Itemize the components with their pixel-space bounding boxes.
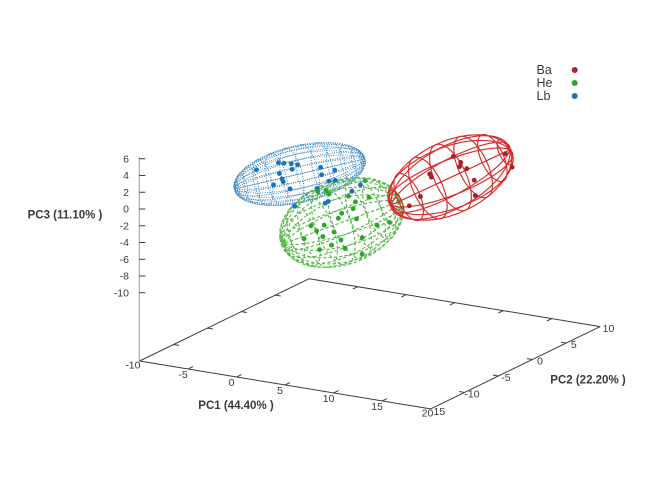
svg-text:5: 5 <box>277 385 283 397</box>
svg-text:20: 20 <box>422 408 434 420</box>
svg-text:-4: -4 <box>120 237 129 249</box>
svg-text:He: He <box>537 76 553 90</box>
svg-text:Lb: Lb <box>537 89 551 103</box>
svg-text:6: 6 <box>123 153 129 165</box>
svg-text:-10: -10 <box>464 388 479 400</box>
svg-text:PC3 (11.10% ): PC3 (11.10% ) <box>28 210 103 222</box>
svg-text:4: 4 <box>123 170 129 182</box>
svg-text:-2: -2 <box>120 220 129 232</box>
svg-text:15: 15 <box>371 401 383 413</box>
svg-text:-10: -10 <box>125 360 140 372</box>
svg-text:-6: -6 <box>120 254 129 266</box>
svg-text:-5: -5 <box>178 369 187 381</box>
svg-text:15: 15 <box>434 406 446 418</box>
svg-text:10: 10 <box>603 323 615 335</box>
svg-text:10: 10 <box>323 393 335 405</box>
svg-text:0: 0 <box>123 204 129 216</box>
svg-text:0: 0 <box>537 356 543 368</box>
svg-text:Ba: Ba <box>537 63 552 77</box>
svg-text:-5: -5 <box>501 372 510 384</box>
svg-text:2: 2 <box>123 187 129 199</box>
svg-text:5: 5 <box>571 339 577 351</box>
svg-text:PC1 (44.40% ): PC1 (44.40% ) <box>198 400 274 412</box>
svg-text:0: 0 <box>229 377 235 389</box>
svg-text:-8: -8 <box>120 271 129 283</box>
svg-text:PC2 (22.20% ): PC2 (22.20% ) <box>550 375 626 387</box>
svg-text:-10: -10 <box>114 287 129 299</box>
